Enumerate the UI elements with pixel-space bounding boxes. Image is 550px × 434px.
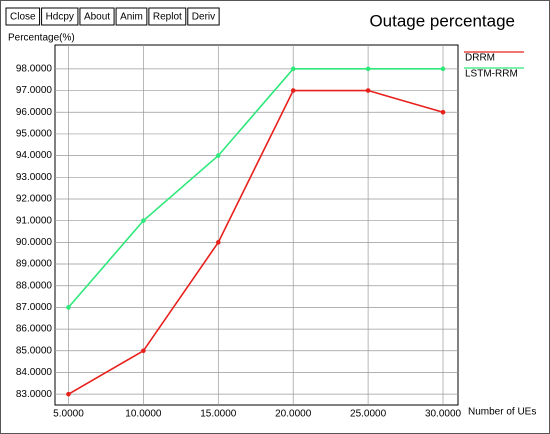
x-axis-label: Number of UEs — [468, 407, 536, 418]
plot-frame — [54, 44, 459, 406]
x-tick-label: 30.0000 — [425, 409, 462, 420]
x-tick-label: 5.0000 — [53, 409, 84, 420]
x-tick-label: 15.0000 — [200, 409, 237, 420]
y-tick-label: 87.0000 — [16, 302, 53, 313]
y-tick-label: 94.0000 — [16, 150, 53, 161]
button-frame[interactable] — [79, 7, 115, 26]
toolbar-button[interactable]: Anim — [115, 7, 148, 26]
series-line — [67, 68, 444, 308]
y-tick-label: 90.0000 — [16, 237, 53, 248]
toolbar-button[interactable]: Close — [5, 7, 41, 26]
y-tick-label: 95.0000 — [16, 129, 53, 140]
legend-label: DRRM — [465, 53, 495, 64]
data-point — [215, 153, 221, 158]
data-point — [290, 66, 296, 72]
data-point — [66, 305, 71, 310]
y-tick-label: 84.0000 — [16, 367, 53, 378]
y-axis-label: Percentage(%) — [8, 33, 75, 44]
x-tick-label: 20.0000 — [275, 409, 312, 420]
toolbar-button[interactable]: Deriv — [187, 7, 220, 26]
y-tick-label: 88.0000 — [16, 280, 53, 291]
button-label[interactable]: Replot — [153, 12, 182, 23]
y-tick-label: 97.0000 — [16, 85, 53, 96]
y-tick-label: 86.0000 — [16, 324, 53, 335]
y-tick-label: 92.0000 — [16, 194, 53, 205]
data-point — [66, 391, 71, 397]
button-frame[interactable] — [5, 7, 41, 26]
y-tick-label: 83.0000 — [16, 389, 53, 400]
data-point — [440, 66, 446, 72]
button-label[interactable]: Close — [10, 12, 36, 23]
toolbar-button[interactable]: Replot — [148, 7, 187, 26]
data-point — [141, 348, 146, 354]
y-tick-label: 98.0000 — [16, 63, 53, 74]
data-point — [440, 109, 446, 115]
y-tick-label: 93.0000 — [16, 172, 53, 183]
legend-label: LSTM-RRM — [465, 69, 518, 80]
button-label[interactable]: Deriv — [192, 12, 215, 23]
button-frame[interactable] — [115, 7, 148, 26]
button-frame[interactable] — [187, 7, 220, 26]
data-point — [215, 240, 221, 245]
toolbar-button[interactable]: Hdcpy — [41, 7, 79, 26]
button-label[interactable]: About — [84, 12, 110, 23]
data-point — [141, 218, 146, 223]
data-point — [290, 88, 296, 93]
x-tick-label: 25.0000 — [350, 409, 387, 420]
button-frame[interactable] — [41, 7, 79, 26]
y-tick-label: 96.0000 — [16, 107, 53, 118]
data-point — [365, 66, 371, 72]
button-label[interactable]: Anim — [120, 12, 143, 23]
y-tick-label: 91.0000 — [16, 215, 53, 226]
button-frame[interactable] — [148, 7, 187, 26]
button-label[interactable]: Hdcpy — [46, 12, 74, 23]
x-tick-label: 10.0000 — [125, 409, 162, 420]
data-point — [365, 88, 371, 93]
series-line — [68, 89, 444, 395]
toolbar-button[interactable]: About — [79, 7, 115, 26]
y-tick-label: 85.0000 — [16, 345, 53, 356]
chart-title: Outage percentage — [369, 11, 515, 30]
y-tick-label: 89.0000 — [16, 259, 53, 270]
